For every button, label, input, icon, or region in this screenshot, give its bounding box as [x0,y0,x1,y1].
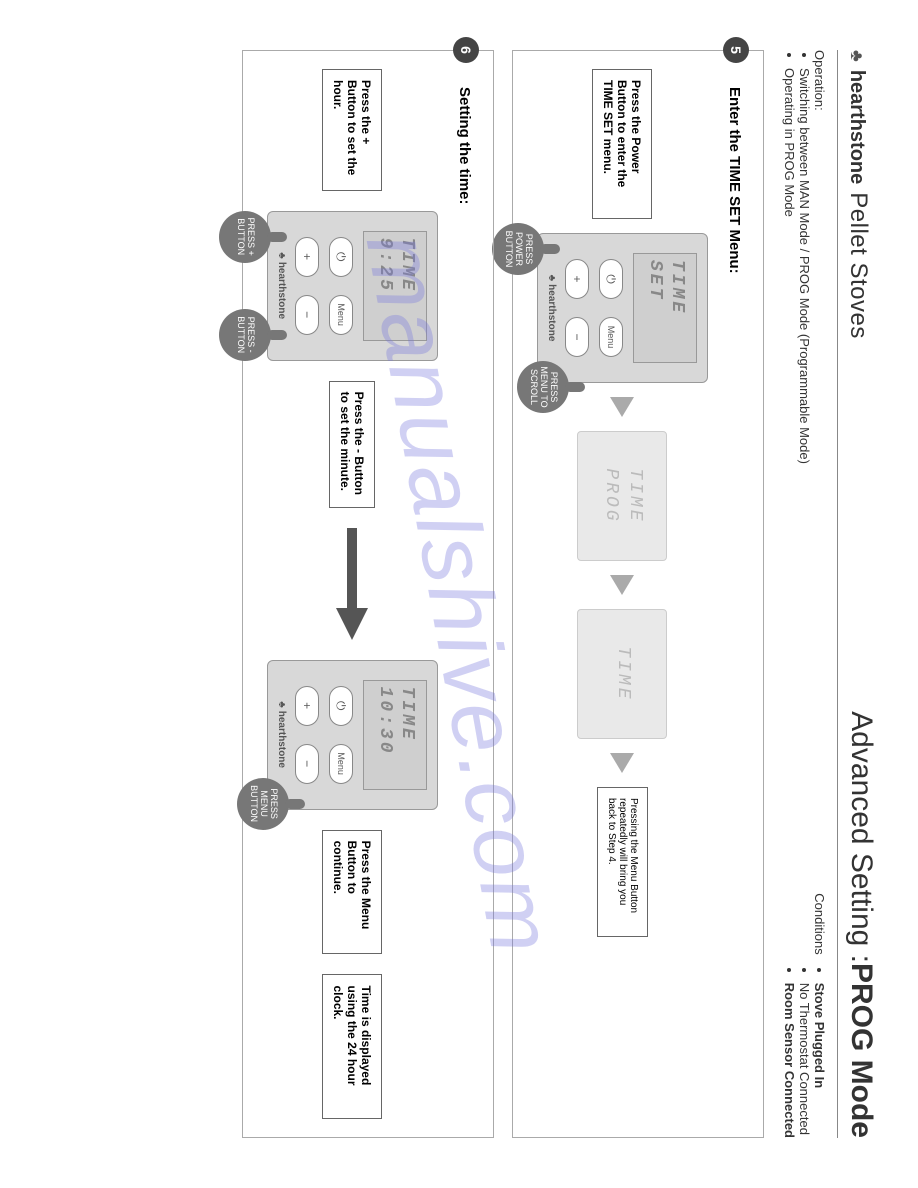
device: TIME 10:30 ⏻ Menu + − ♣hearthstone [267,660,438,810]
sub-header: Operation: Switching between MAN Mode / … [782,50,827,1138]
ghost-screen: TIME [578,609,668,739]
ghost-screen-text: TIME [611,646,634,701]
screen-line: PROG [599,468,622,523]
conditions-item: No Thermostat Connected [797,983,812,1138]
device-wrap: TIME SET ⏻ Menu + − ♣hearthstone PRESS P… [537,233,708,383]
menu-button[interactable]: Menu [599,317,623,357]
device: TIME 9:25 ⏻ Menu + − ♣hearthstone [267,211,438,361]
step-5-title: Enter the TIME SET Menu: [726,87,743,1119]
plus-button[interactable]: + [565,259,589,299]
title-bold: PROG Mode [845,963,878,1138]
flame-icon: ♣ [276,252,287,259]
operation-item: Operating in PROG Mode [782,68,797,464]
flame-icon: ♣ [276,701,287,708]
device-brand: ♣hearthstone [276,701,287,768]
callout-plus: Press the + Button to set the hour. [323,69,383,191]
ghost-screen: TIME PROG [578,431,668,561]
step-5-flow: Press the Power Button to enter the TIME… [537,69,708,1119]
screen-line: TIME [395,238,417,340]
flame-icon: ♣ [846,50,867,62]
brand-text: hearthstone [845,70,868,184]
bubble-plus: PRESS + BUTTON [219,211,271,263]
arrow-wrap [337,528,369,640]
device-screen: TIME SET [633,253,697,363]
minus-button[interactable]: − [295,295,319,335]
step-6-title: Setting the time: [456,87,473,1119]
title-plain: Advanced Setting : [845,711,878,963]
callout-end: Pressing the Menu Button repeatedly will… [597,787,648,937]
screen-line: SET [643,260,665,362]
minus-button[interactable]: − [295,744,319,784]
ghost-screen-text: TIME PROG [599,468,646,523]
product-name: Pellet Stoves [844,192,872,339]
button-row: ⏻ Menu [329,237,353,335]
plus-button[interactable]: + [295,237,319,277]
arrow-icon [611,397,635,417]
operation-block: Operation: Switching between MAN Mode / … [782,50,827,464]
callout-menu: Press the Menu Button to continue. [323,830,383,955]
step-badge: 6 [453,37,479,63]
conditions-list: Stove Plugged In No Thermostat Connected… [782,983,827,1138]
arrow-icon [611,575,635,595]
bubble-menu: PRESS MENU BUTTON [237,778,289,830]
power-button[interactable]: ⏻ [329,686,353,726]
page-title: Advanced Setting :PROG Mode [844,711,878,1138]
button-row: + − [295,237,319,335]
header: ♣ hearthstone Pellet Stoves Advanced Set… [837,50,878,1138]
step-6-flow: Press the + Button to set the hour. TIME… [267,69,438,1119]
device-screen: TIME 9:25 [363,231,427,341]
device-screen: TIME 10:30 [363,680,427,790]
plus-button[interactable]: + [295,686,319,726]
button-row: ⏻ Menu [599,259,623,357]
callout-end: Time is displayed using the 24 hour cloc… [323,974,383,1119]
conditions-label: Conditions [782,893,827,954]
screen-line: 10:30 [373,687,395,789]
arrow-stem [348,528,358,608]
screen-line: TIME [623,468,646,523]
conditions-item: Stove Plugged In [812,983,827,1138]
flame-icon: ♣ [546,275,557,282]
menu-button[interactable]: Menu [329,295,353,335]
conditions-item: Room Sensor Connected [782,983,797,1138]
button-row: ⏻ Menu [329,686,353,784]
bubble-menu: PRESS MENU TO SCROLL [517,361,569,413]
button-row: + − [565,259,589,357]
device: TIME SET ⏻ Menu + − ♣hearthstone [537,233,708,383]
operation-item: Switching between MAN Mode / PROG Mode (… [797,68,812,464]
brand-line: ♣ hearthstone Pellet Stoves [844,50,872,339]
callout-minus: Press the - Button to set the minute. [330,381,376,508]
step-5-box: 5 Enter the TIME SET Menu: Press the Pow… [512,50,764,1138]
minus-button[interactable]: − [565,317,589,357]
arrow-icon [337,608,369,640]
arrow-icon [611,753,635,773]
operation-label: Operation: [812,50,827,464]
screen-line: 9:25 [373,238,395,340]
bubble-minus: PRESS - BUTTON [219,309,271,361]
screen-line: TIME [611,646,634,701]
screen-line: TIME [665,260,687,362]
device-wrap: TIME 10:30 ⏻ Menu + − ♣hearthstone PRESS… [267,660,438,810]
power-button[interactable]: ⏻ [329,237,353,277]
screen-line: TIME [395,687,417,789]
button-row: + − [295,686,319,784]
step-6-box: 6 Setting the time: Press the + Button t… [242,50,494,1138]
device-brand: ♣hearthstone [546,275,557,342]
bubble-power: PRESS POWER BUTTON [492,223,544,275]
device-wrap: TIME 9:25 ⏻ Menu + − ♣hearthstone PRESS … [267,211,438,361]
device-brand: ♣hearthstone [276,252,287,319]
power-button[interactable]: ⏻ [599,259,623,299]
menu-button[interactable]: Menu [329,744,353,784]
step-badge: 5 [723,37,749,63]
callout-power: Press the Power Button to enter the TIME… [593,69,653,219]
conditions-block: Conditions Stove Plugged In No Thermosta… [782,893,827,1138]
operation-list: Switching between MAN Mode / PROG Mode (… [782,68,812,464]
